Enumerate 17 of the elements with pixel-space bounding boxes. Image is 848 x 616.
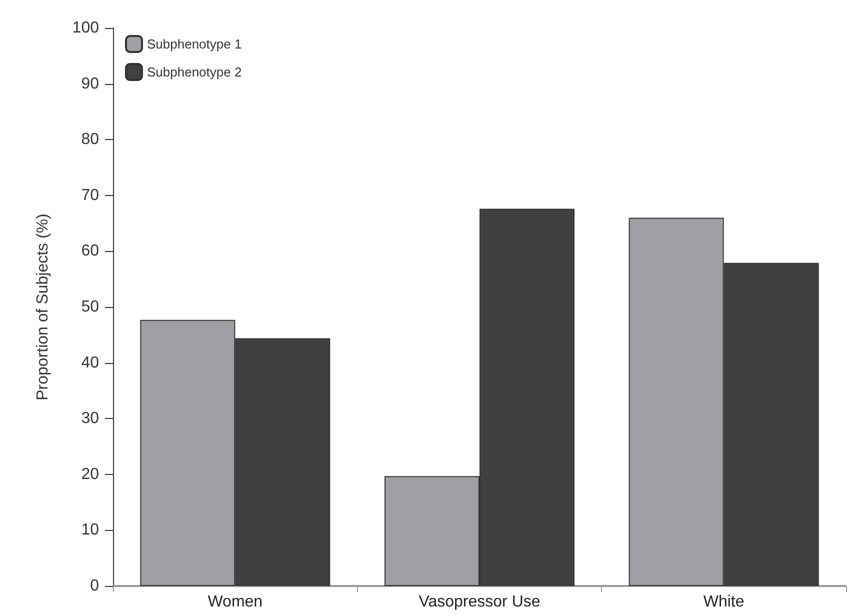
legend-label: Subphenotype 2	[147, 64, 242, 80]
y-axis-title: Proportion of Subjects (%)	[34, 214, 52, 400]
y-tick-label: 10	[81, 522, 100, 539]
y-tick-label: 40	[81, 354, 100, 372]
y-tick-label: 20	[81, 466, 100, 483]
legend-label: Subphenotype 1	[147, 36, 242, 52]
x-tick-label: Women	[208, 594, 263, 610]
y-tick-label: 50	[81, 298, 100, 316]
y-tick-label: 90	[81, 75, 100, 92]
y-tick-label: 30	[81, 410, 100, 428]
y-tick-label: 70	[81, 186, 100, 204]
x-tick-label: White	[703, 594, 744, 610]
x-tick-label: Vasopressor Use	[418, 594, 540, 610]
y-tick-label: 80	[81, 131, 100, 148]
y-tick-label: 60	[81, 242, 100, 260]
y-tick-label: 100	[72, 20, 100, 36]
y-tick-label: 0	[90, 578, 100, 594]
